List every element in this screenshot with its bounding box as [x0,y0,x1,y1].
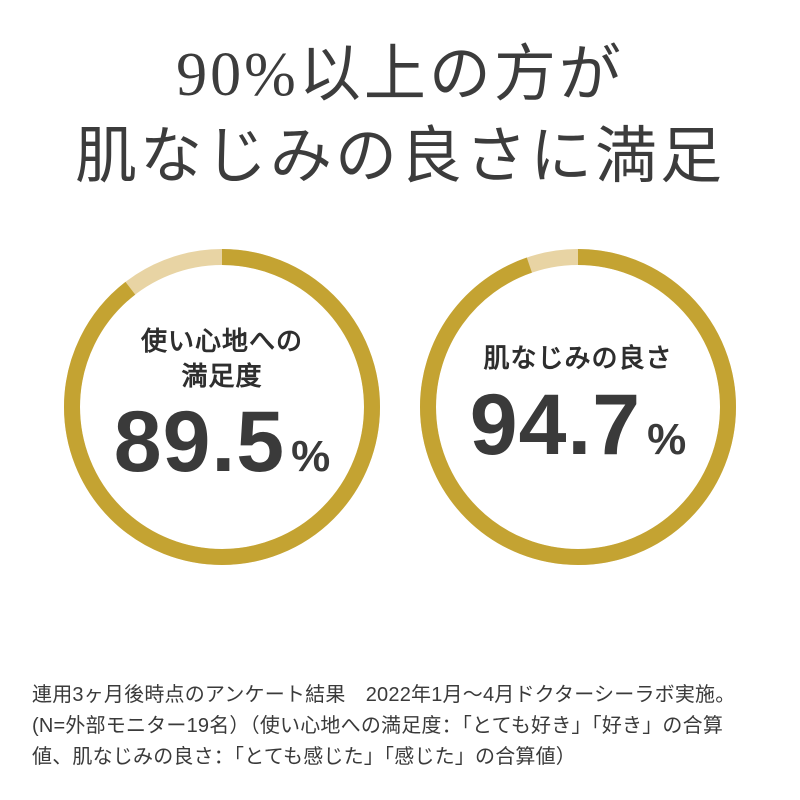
donut-percent-sign: % [291,431,331,481]
donut-center-content: 使い心地への 満足度 89.5 % [62,247,382,567]
donut-label-line: 肌なじみの良さ [483,343,673,374]
donut-label: 使い心地への 満足度 [141,324,303,393]
donut-value: 89.5 % [114,395,331,490]
donut-charts-row: 使い心地への 満足度 89.5 % 肌なじみの良さ 94 [0,247,800,567]
footnote-line-3: 値、肌なじみの良さ：「とても感じた」「感じた」の合算値） [32,746,576,768]
donut-value-arc [420,248,736,565]
donut-value: 94.7 % [470,378,687,473]
title-line-2: 肌なじみの良さに満足 [74,123,725,192]
donut-value-number: 94.7 [469,376,642,473]
donut-label-line: 使い心地への [140,326,303,357]
donut-value-arc [64,248,380,565]
donut-center-content: 肌なじみの良さ 94.7 % [418,247,738,567]
title-line-1: 90%以上の方が [176,41,624,109]
footnote-line-1: 連用3ヶ月後時点のアンケート結果 2022年1月〜4月ドクターシーラボ実施。 [32,684,736,706]
donut-chart-skin-fit: 肌なじみの良さ 94.7 % [418,247,738,567]
page-title: 90%以上の方が 肌なじみの良さに満足 [0,0,800,199]
donut-percent-sign: % [647,414,687,464]
footnote-line-2: (N=外部モニター19名）（使い心地への満足度：「とても好き」「好き」の合算 [32,715,724,737]
donut-label-line: 満足度 [181,360,263,391]
donut-label: 肌なじみの良さ [483,341,672,375]
donut-ring-skin-fit [420,248,736,565]
donut-chart-usability: 使い心地への 満足度 89.5 % [62,247,382,567]
donut-ring-usability [64,248,380,565]
footnote: 連用3ヶ月後時点のアンケート結果 2022年1月〜4月ドクターシーラボ実施。 (… [32,680,776,773]
donut-value-number: 89.5 [113,393,286,490]
